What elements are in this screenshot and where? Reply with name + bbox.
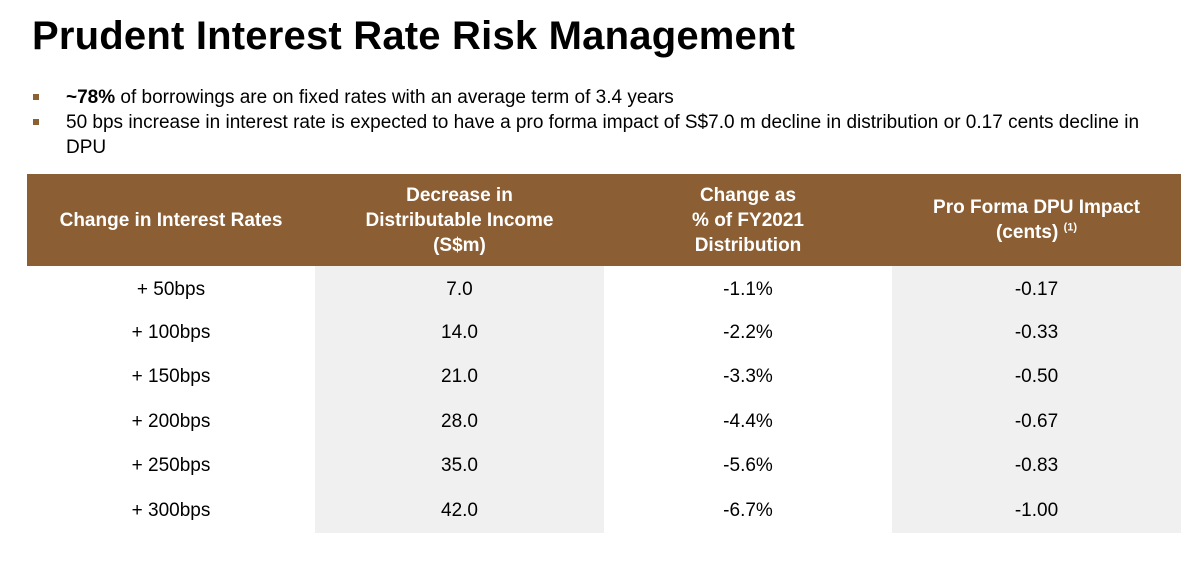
cell-distributable-income-decrease: 14.0: [315, 310, 604, 355]
cell-percent-change: -6.7%: [723, 499, 773, 521]
cell-dpu-impact: -0.67: [892, 399, 1181, 444]
bullet-text: of borrowings are on fixed rates with an…: [115, 87, 674, 108]
bullet-highlight: ~78%: [66, 87, 116, 108]
table-row: + 200bps 28.0 -4.4% -0.67: [27, 399, 1181, 444]
cell-percent-change: -4.4%: [723, 410, 773, 432]
cell-rate-change: + 100bps: [131, 321, 211, 343]
header-text: Change in Interest Rates: [59, 209, 283, 231]
bullet-list: ~78% of borrowings are on fixed rates wi…: [32, 85, 1182, 160]
table-row: + 300bps 42.0 -6.7% -1.00: [27, 488, 1181, 533]
cell-distributable-income-decrease: 7.0: [315, 266, 604, 311]
header-text: Decrease in: [406, 184, 513, 206]
header-text: (cents): [995, 222, 1059, 243]
interest-rate-sensitivity-table: Change in Interest Rates Decrease in Dis…: [27, 174, 1181, 533]
header-text: Pro Forma DPU Impact: [933, 197, 1140, 218]
header-text: Distributable Income: [365, 209, 554, 231]
table-row: + 50bps 7.0 -1.1% -0.17: [27, 266, 1181, 311]
cell-distributable-income-decrease: 35.0: [315, 444, 604, 489]
table-header-row: Change in Interest Rates Decrease in Dis…: [27, 174, 1181, 266]
cell-dpu-impact: -0.83: [892, 444, 1181, 489]
footnote-marker: (1): [1063, 221, 1078, 234]
cell-dpu-impact: -0.50: [892, 355, 1181, 400]
header-change-in-interest-rates: Change in Interest Rates: [27, 174, 315, 266]
cell-percent-change: -1.1%: [723, 279, 773, 301]
header-change-as-percent: Change as % of FY2021 Distribution: [604, 174, 892, 266]
header-text: % of FY2021: [692, 209, 804, 231]
header-decrease-in-distributable-income: Decrease in Distributable Income (S$m): [315, 174, 604, 266]
table-row: + 150bps 21.0 -3.3% -0.50: [27, 355, 1181, 400]
header-text: (S$m): [433, 234, 486, 256]
cell-rate-change: + 50bps: [136, 279, 206, 301]
cell-percent-change: -5.6%: [723, 455, 773, 477]
cell-dpu-impact: -0.17: [892, 266, 1181, 311]
cell-dpu-impact: -1.00: [892, 488, 1181, 533]
cell-rate-change: + 250bps: [131, 455, 211, 477]
cell-percent-change: -2.2%: [723, 321, 773, 343]
cell-distributable-income-decrease: 42.0: [315, 488, 604, 533]
square-bullet-icon: [33, 119, 39, 125]
header-text: Distribution: [694, 234, 802, 256]
cell-rate-change: + 200bps: [131, 410, 211, 432]
cell-percent-change: -3.3%: [723, 366, 773, 388]
bullet-text: 50 bps increase in interest rate is expe…: [66, 112, 1140, 158]
table-row: + 100bps 14.0 -2.2% -0.33: [27, 310, 1181, 355]
cell-rate-change: + 300bps: [131, 499, 211, 521]
square-bullet-icon: [33, 94, 39, 100]
cell-dpu-impact: -0.33: [892, 310, 1181, 355]
table-row: + 250bps 35.0 -5.6% -0.83: [27, 444, 1181, 489]
bullet-item: 50 bps increase in interest rate is expe…: [32, 110, 1182, 160]
table-body: + 50bps 7.0 -1.1% -0.17 + 100bps 14.0 -2.2% -0.…: [27, 266, 1181, 533]
header-text: Change as: [699, 184, 797, 206]
cell-distributable-income-decrease: 28.0: [315, 399, 604, 444]
cell-rate-change: + 150bps: [131, 366, 211, 388]
page-title: Prudent Interest Rate Risk Management: [32, 14, 796, 58]
header-pro-forma-dpu-impact: Pro Forma DPU Impact (cents) (1): [892, 174, 1181, 266]
cell-distributable-income-decrease: 21.0: [315, 355, 604, 400]
bullet-item: ~78% of borrowings are on fixed rates wi…: [32, 85, 1182, 110]
